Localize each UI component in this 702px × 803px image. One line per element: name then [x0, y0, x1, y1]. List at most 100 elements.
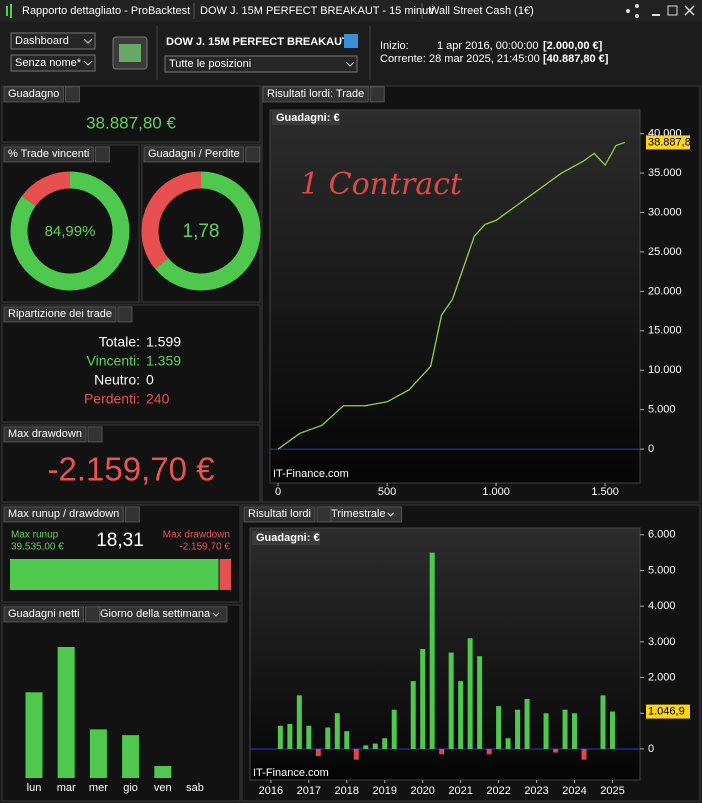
bar [543, 713, 549, 749]
settings-icon [94, 146, 110, 163]
panel-title: Ripartizione dei trade [8, 308, 112, 320]
strategy-icon [119, 44, 141, 62]
bar [315, 748, 321, 757]
y-tick-label: 5.000 [648, 564, 676, 576]
edit-icon[interactable] [344, 34, 358, 48]
runup-ratio: 18,31 [96, 530, 144, 551]
panel-header [3, 146, 94, 163]
bar [372, 743, 378, 749]
bar [410, 681, 416, 749]
y-tick-label: 0 [648, 443, 654, 455]
plot-area [269, 109, 641, 484]
panel-title: Max runup / drawdown [8, 508, 119, 520]
y-tick-label: 3.000 [648, 636, 676, 648]
gain-loss-label: 1,78 [183, 221, 220, 242]
y-label-box [272, 111, 340, 125]
current-value-label: 1.046,9 [648, 705, 685, 717]
bar [306, 725, 312, 749]
settings-icon [117, 306, 133, 323]
bar [344, 731, 350, 749]
bar [505, 738, 511, 749]
panel-title: Risultati lordi [248, 508, 311, 520]
bar [154, 766, 172, 778]
watermark: IT-Finance.com [253, 767, 329, 779]
breakdown-label: Vincenti: [87, 353, 140, 369]
x-tick-label: lun [27, 782, 42, 794]
x-tick-label: 2016 [259, 785, 283, 797]
bar [325, 727, 331, 749]
bar [609, 711, 615, 749]
charts: lun mar mer gio ven sab 0 5.000 10.000 15.000 20.0… [10, 128, 691, 797]
drawdown-label: Max drawdown [163, 530, 230, 541]
x-tick-label: mer [89, 782, 108, 794]
bar [287, 723, 293, 749]
dropdown-text: Senza nome* [15, 57, 82, 69]
x-tick-label: mar [57, 782, 76, 794]
x-tick-label: 2022 [486, 785, 510, 797]
y-axis-label: Guadagni: € [276, 112, 340, 124]
app-icon [10, 4, 12, 18]
window-tab[interactable]: Wall Street Cash (1€) [429, 5, 534, 17]
runup-label: Max runup [11, 530, 59, 541]
dashboard-dropdown[interactable] [10, 32, 96, 50]
settings-icon [64, 86, 80, 103]
y-tick-label: 10.000 [648, 364, 682, 376]
dropdown-arrow [345, 61, 355, 67]
win-rate-label: 84,99% [45, 223, 96, 240]
y-tick-label: 30.000 [648, 206, 682, 218]
window-tab[interactable]: DOW J. 15M PERFECT BREAKAUT - 15 minuti [200, 5, 434, 17]
bar [334, 713, 340, 749]
bar [353, 748, 359, 760]
y-tick-label: 0 [648, 743, 654, 755]
x-tick-label: 2023 [524, 785, 548, 797]
period-selector[interactable]: Giorno della settimana [100, 608, 211, 620]
y-tick-label: 6.000 [648, 529, 676, 541]
bar [477, 656, 483, 749]
breakdown-value: 1.599 [146, 334, 181, 350]
panel-title: Guadagni / Perdite [148, 148, 240, 160]
period-selector[interactable]: Trimestrale [331, 508, 386, 520]
bar [496, 706, 502, 749]
layout-dropdown[interactable] [10, 54, 96, 72]
share-icon[interactable] [626, 9, 630, 13]
maximize-button[interactable] [667, 5, 678, 16]
bar [439, 748, 445, 755]
start-date: 1 apr 2016, 00:00:00 [437, 40, 539, 52]
y-tick-label: 15.000 [648, 325, 682, 337]
x-tick-label: 2017 [297, 785, 321, 797]
bar [382, 738, 388, 749]
breakdown-value: 240 [146, 391, 170, 407]
x-tick-label: gio [123, 782, 138, 794]
bar [448, 652, 454, 749]
settings-icon [245, 146, 261, 163]
bar [524, 698, 530, 749]
donut-loss [141, 171, 202, 269]
panel-header [243, 506, 316, 523]
x-tick-label: 2025 [600, 785, 624, 797]
panel-header [3, 86, 64, 103]
panel-title: Guadagni netti [8, 608, 80, 620]
system-name: DOW J. 15M PERFECT BREAKAUT [166, 36, 349, 48]
filter-dropdown[interactable] [164, 55, 358, 73]
y-tick-label: 35.000 [648, 167, 682, 179]
bar [277, 725, 283, 749]
drawdown-bar [219, 559, 231, 590]
bar [122, 735, 140, 778]
panel-title: % Trade vincenti [8, 148, 89, 160]
bar [515, 709, 521, 749]
app-icon [6, 6, 8, 16]
bar [572, 713, 578, 749]
breakdown-label: Neutro: [94, 372, 140, 388]
bar [57, 647, 75, 778]
dropdown-text: Tutte le posizioni [169, 58, 251, 70]
x-tick-label: sab [186, 782, 204, 794]
x-tick-label: 500 [378, 486, 396, 498]
settings-icon [124, 506, 140, 523]
panel-header [3, 426, 87, 443]
drawdown-value: -2.159,70 € [48, 451, 215, 488]
x-tick-label: 2021 [448, 785, 472, 797]
close-button[interactable] [684, 5, 695, 16]
y-label-box [252, 531, 320, 545]
panel-header [3, 606, 85, 623]
settings-icon [87, 426, 103, 443]
